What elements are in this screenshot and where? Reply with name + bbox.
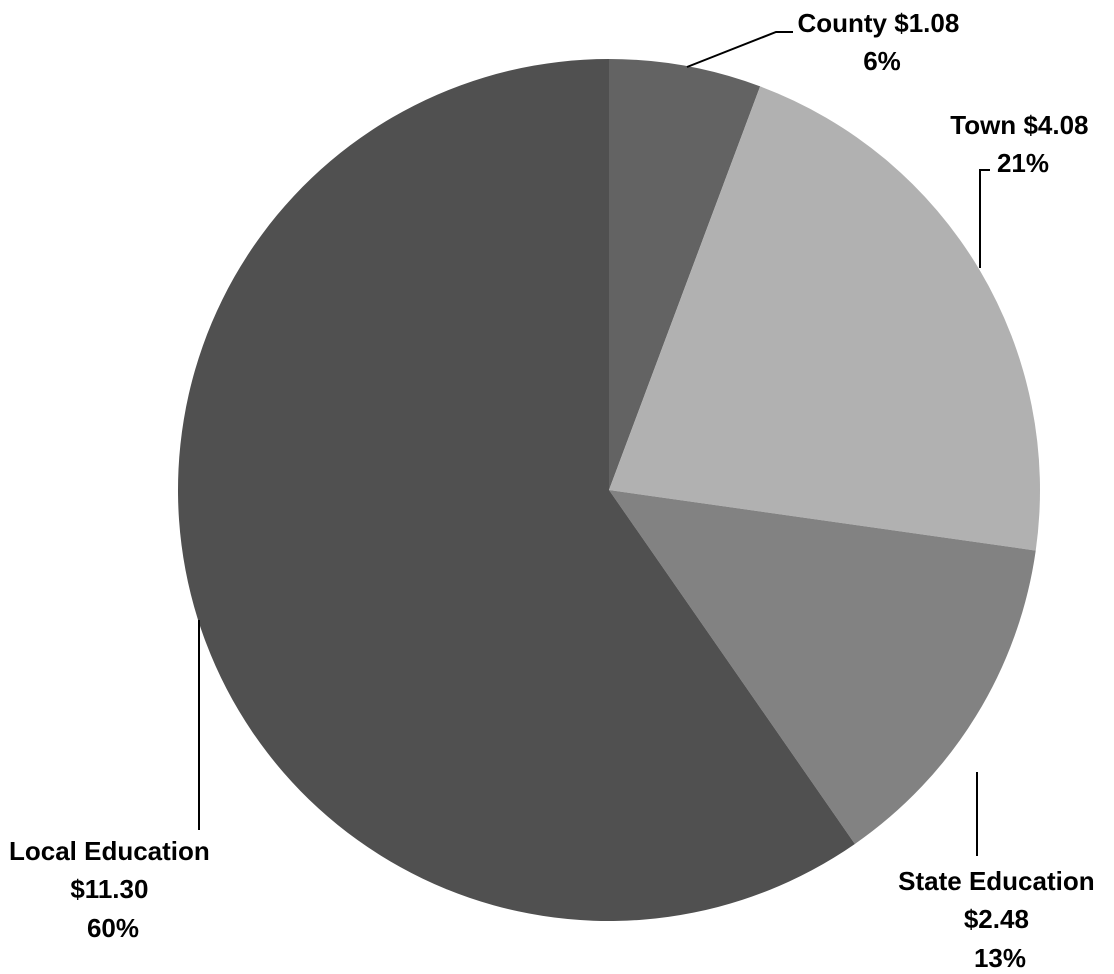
pie-slices xyxy=(177,59,1040,922)
pie-slice-local-education xyxy=(177,59,855,922)
leader-line-county xyxy=(686,31,793,68)
pie-slice-state-education xyxy=(609,490,1036,844)
slice-label-state-education: State Education $2.48 13% xyxy=(898,866,1102,973)
leader-lines xyxy=(198,31,990,856)
data-labels: County $1.08 6% Town $4.08 21% State Edu… xyxy=(9,8,1102,973)
pie-slice-county xyxy=(609,59,761,490)
slice-label-local-education: Local Education $11.30 60% xyxy=(9,836,217,943)
slice-label-town: Town $4.08 21% xyxy=(950,110,1096,178)
pie-slice-town xyxy=(609,86,1040,551)
slice-label-county: County $1.08 6% xyxy=(797,8,966,76)
leader-line-town xyxy=(979,169,990,268)
